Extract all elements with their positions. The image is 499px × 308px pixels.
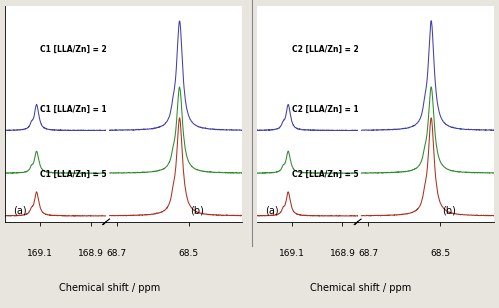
Text: 168.9: 168.9 bbox=[329, 249, 355, 258]
Text: 68.5: 68.5 bbox=[430, 249, 450, 258]
Text: C1 [LLA/Zn] = 2500: C1 [LLA/Zn] = 2500 bbox=[40, 45, 123, 54]
Text: (b): (b) bbox=[191, 205, 205, 215]
Text: 68.5: 68.5 bbox=[179, 249, 199, 258]
Text: 169.1: 169.1 bbox=[27, 249, 53, 258]
Text: 68.7: 68.7 bbox=[358, 249, 378, 258]
Text: 169.1: 169.1 bbox=[279, 249, 305, 258]
Text: C2 [LLA/Zn] = 1000: C2 [LLA/Zn] = 1000 bbox=[292, 105, 374, 114]
Text: C1 [LLA/Zn] = 500: C1 [LLA/Zn] = 500 bbox=[40, 170, 117, 179]
Text: C1 [LLA/Zn] = 1000: C1 [LLA/Zn] = 1000 bbox=[40, 105, 123, 114]
Text: C2 [LLA/Zn] = 500: C2 [LLA/Zn] = 500 bbox=[292, 170, 369, 179]
Text: C2 [LLA/Zn] = 2500: C2 [LLA/Zn] = 2500 bbox=[292, 45, 374, 54]
Text: 68.7: 68.7 bbox=[107, 249, 127, 258]
Text: Chemical shift / ppm: Chemical shift / ppm bbox=[310, 283, 411, 293]
Text: (a): (a) bbox=[264, 205, 278, 215]
Text: (a): (a) bbox=[13, 205, 26, 215]
Text: Chemical shift / ppm: Chemical shift / ppm bbox=[58, 283, 160, 293]
Text: (b): (b) bbox=[442, 205, 456, 215]
Text: 168.9: 168.9 bbox=[78, 249, 104, 258]
